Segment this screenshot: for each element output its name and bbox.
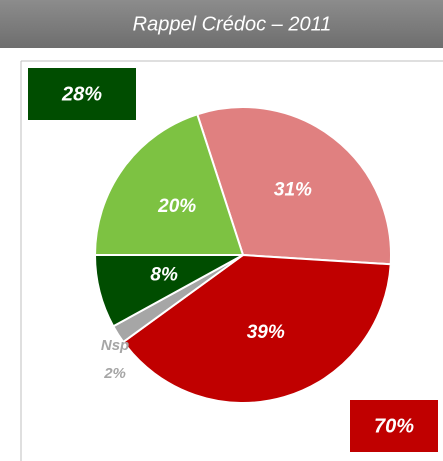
pie-slice bbox=[196, 106, 392, 266]
slice-value-label: 39% bbox=[247, 322, 285, 343]
annotation-label: 28% bbox=[61, 83, 102, 105]
slice-value-label: 31% bbox=[274, 180, 312, 201]
header-bar bbox=[0, 0, 443, 48]
slice-value-label: 8% bbox=[150, 264, 178, 285]
annotation-box bbox=[350, 400, 438, 452]
pie-slice bbox=[121, 253, 392, 404]
slice-value-label: 20% bbox=[157, 196, 196, 217]
annotation-box bbox=[28, 68, 136, 120]
annotation-label: 70% bbox=[374, 415, 414, 437]
slice-value-label: 2% bbox=[103, 365, 126, 382]
slice-category-label: Nsp bbox=[101, 337, 129, 354]
pie-slice bbox=[93, 112, 245, 256]
chart-title: Rappel Crédoc – 2011 bbox=[133, 13, 332, 35]
